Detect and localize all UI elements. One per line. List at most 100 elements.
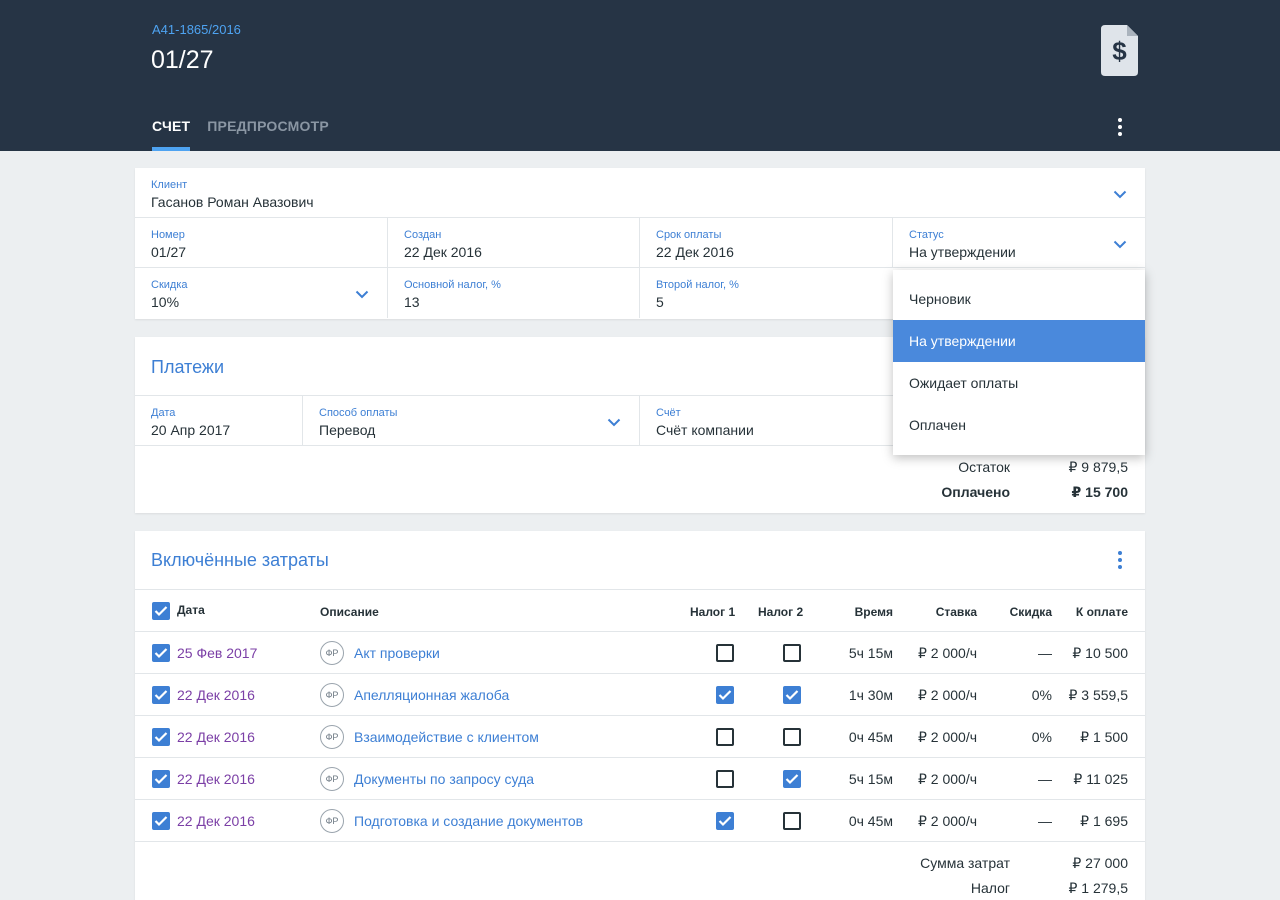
discount-field[interactable]: Скидка 10% bbox=[135, 268, 388, 318]
created-field[interactable]: Создан 22 Дек 2016 bbox=[388, 218, 640, 268]
table-row[interactable]: 22 Дек 2016 ФР Взаимодействие с клиентом 0ч… bbox=[135, 715, 1145, 757]
number-field[interactable]: Номер 01/27 bbox=[135, 218, 388, 268]
row-tax1-checkbox[interactable] bbox=[716, 812, 734, 830]
column-tax2[interactable]: Налог 2 bbox=[758, 605, 804, 619]
row-date: 22 Дек 2016 bbox=[177, 813, 255, 829]
row-description-link[interactable]: Взаимодействие с клиентом bbox=[354, 729, 539, 745]
discount-label: Скидка bbox=[151, 279, 188, 291]
payments-title: Платежи bbox=[151, 357, 225, 377]
row-rate: ₽ 2 000/ч bbox=[917, 729, 977, 745]
due-date-value: 22 Дек 2016 bbox=[656, 244, 734, 260]
chevron-down-icon[interactable] bbox=[1113, 240, 1127, 249]
user-avatar: ФР bbox=[320, 809, 344, 833]
table-row[interactable]: 22 Дек 2016 ФР Апелляционная жалоба 1ч 30м ₽… bbox=[135, 673, 1145, 715]
svg-text:$: $ bbox=[1112, 36, 1127, 66]
row-tax2-checkbox[interactable] bbox=[783, 812, 801, 830]
row-tax2-checkbox[interactable] bbox=[783, 686, 801, 704]
client-field[interactable]: Клиент Гасанов Роман Авазович bbox=[135, 168, 1145, 218]
invoice-tabs: СЧЕТ ПРЕДПРОСМОТР bbox=[152, 118, 329, 151]
divider bbox=[135, 841, 1145, 842]
row-description-link[interactable]: Акт проверки bbox=[354, 645, 440, 661]
column-description[interactable]: Описание bbox=[320, 605, 379, 619]
chevron-down-icon[interactable] bbox=[607, 418, 621, 427]
row-description-link[interactable]: Подготовка и создание документов bbox=[354, 813, 584, 829]
table-row[interactable]: 25 Фев 2017 ФР Акт проверки 5ч 15м ₽ 2 000/ч… bbox=[135, 631, 1145, 673]
column-rate[interactable]: Ставка bbox=[935, 605, 977, 619]
expenses-more-icon[interactable] bbox=[1115, 549, 1125, 571]
chevron-down-icon[interactable] bbox=[1113, 190, 1127, 199]
table-row[interactable]: 22 Дек 2016 ФР Документы по запросу суда 5ч… bbox=[135, 757, 1145, 799]
due-date-field[interactable]: Срок оплаты 22 Дек 2016 bbox=[640, 218, 893, 268]
chevron-down-icon[interactable] bbox=[355, 290, 369, 299]
row-tax1-checkbox[interactable] bbox=[716, 686, 734, 704]
balance-value: ₽ 9 879,5 bbox=[1068, 459, 1128, 475]
payment-account-value: Счёт компании bbox=[656, 422, 754, 438]
column-discount[interactable]: Скидка bbox=[1009, 605, 1052, 619]
row-select-checkbox[interactable] bbox=[152, 812, 170, 830]
status-label: Статус bbox=[909, 229, 944, 241]
created-label: Создан bbox=[404, 229, 442, 241]
row-description-link[interactable]: Апелляционная жалоба bbox=[354, 687, 510, 703]
payment-method-field[interactable]: Способ оплаты Перевод bbox=[303, 396, 640, 446]
column-date[interactable]: Дата bbox=[177, 603, 205, 617]
user-avatar: ФР bbox=[320, 767, 344, 791]
balance-label: Остаток bbox=[958, 459, 1010, 475]
user-avatar: ФР bbox=[320, 683, 344, 707]
status-option-awaiting-payment[interactable]: Ожидает оплаты bbox=[909, 375, 1019, 391]
column-amount[interactable]: К оплате bbox=[1075, 605, 1128, 619]
payment-account-label: Счёт bbox=[656, 407, 681, 419]
row-select-checkbox[interactable] bbox=[152, 770, 170, 788]
row-time: 0ч 45м bbox=[848, 813, 893, 829]
row-date: 25 Фев 2017 bbox=[177, 645, 258, 661]
total-label: Сумма затрат bbox=[920, 855, 1010, 871]
main-tax-label: Основной налог, % bbox=[404, 279, 501, 291]
payment-account-field[interactable]: Счёт Счёт компании bbox=[640, 396, 1145, 446]
row-tax1-checkbox[interactable] bbox=[716, 728, 734, 746]
app-header: А41-1865/2016 01/27 $ СЧЕТ ПРЕДПРОСМОТР bbox=[0, 0, 1280, 151]
second-tax-label: Второй налог, % bbox=[656, 279, 739, 291]
tab-preview[interactable]: ПРЕДПРОСМОТР bbox=[207, 118, 329, 134]
second-tax-field[interactable]: Второй налог, % 5 bbox=[640, 268, 893, 318]
row-description-link[interactable]: Документы по запросу суда bbox=[354, 771, 535, 787]
case-number[interactable]: А41-1865/2016 bbox=[152, 22, 241, 37]
row-tax2-checkbox[interactable] bbox=[783, 728, 801, 746]
paid-value: ₽ 15 700 bbox=[1071, 484, 1128, 500]
row-tax1-checkbox[interactable] bbox=[716, 644, 734, 662]
select-all-checkbox[interactable] bbox=[152, 602, 170, 620]
second-tax-value: 5 bbox=[656, 294, 664, 310]
column-time[interactable]: Время bbox=[854, 605, 893, 619]
status-value: На утверждении bbox=[909, 244, 1016, 260]
client-value: Гасанов Роман Авазович bbox=[151, 194, 314, 210]
payment-date-value: 20 Апр 2017 bbox=[151, 422, 231, 438]
row-time: 5ч 15м bbox=[848, 771, 893, 787]
column-tax1[interactable]: Налог 1 bbox=[690, 605, 736, 619]
expenses-card: Включённые затраты Дата Описание Налог 1… bbox=[135, 531, 1145, 900]
row-tax1-checkbox[interactable] bbox=[716, 770, 734, 788]
tab-invoice[interactable]: СЧЕТ bbox=[152, 118, 191, 151]
status-field[interactable]: Статус На утверждении bbox=[893, 218, 1145, 268]
status-dropdown-menu: Черновик На утверждении Ожидает оплаты О… bbox=[893, 270, 1145, 455]
row-date: 22 Дек 2016 bbox=[177, 729, 255, 745]
row-select-checkbox[interactable] bbox=[152, 644, 170, 662]
row-amount: ₽ 3 559,5 bbox=[1068, 687, 1128, 703]
row-discount: — bbox=[1038, 645, 1052, 661]
tax-value: ₽ 1 279,5 bbox=[1068, 880, 1128, 896]
table-header: Дата Описание Налог 1 Налог 2 Время Став… bbox=[135, 589, 1145, 631]
row-select-checkbox[interactable] bbox=[152, 728, 170, 746]
created-value: 22 Дек 2016 bbox=[404, 244, 482, 260]
row-tax2-checkbox[interactable] bbox=[783, 644, 801, 662]
status-option-pending-approval[interactable]: На утверждении bbox=[893, 320, 1145, 362]
status-option-draft[interactable]: Черновик bbox=[909, 291, 971, 307]
discount-value: 10% bbox=[151, 294, 180, 310]
row-select-checkbox[interactable] bbox=[152, 686, 170, 704]
more-options-icon[interactable] bbox=[1110, 116, 1130, 138]
table-row[interactable]: 22 Дек 2016 ФР Подготовка и создание докум… bbox=[135, 799, 1145, 841]
row-rate: ₽ 2 000/ч bbox=[917, 687, 977, 703]
payment-date-label: Дата bbox=[151, 407, 176, 419]
payment-date-field[interactable]: Дата 20 Апр 2017 bbox=[135, 396, 303, 446]
user-avatar: ФР bbox=[320, 641, 344, 665]
row-amount: ₽ 11 025 bbox=[1073, 771, 1128, 787]
main-tax-field[interactable]: Основной налог, % 13 bbox=[388, 268, 640, 318]
status-option-paid[interactable]: Оплачен bbox=[909, 417, 966, 433]
row-tax2-checkbox[interactable] bbox=[783, 770, 801, 788]
